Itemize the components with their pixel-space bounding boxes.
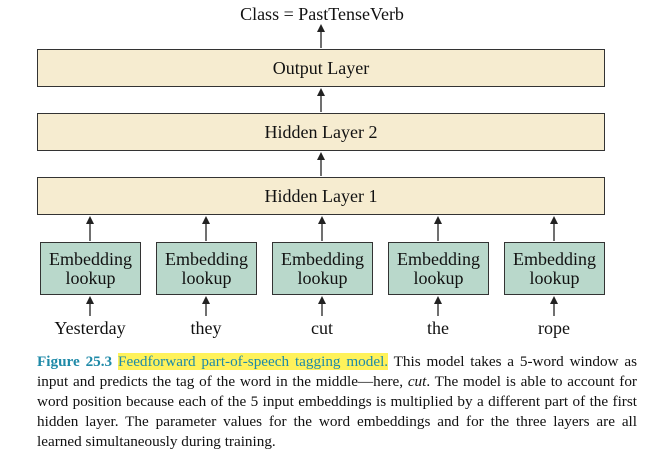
input-word-4: the xyxy=(427,318,449,338)
input-word-2: they xyxy=(190,318,222,338)
output-class-label: Class = PastTenseVerb xyxy=(240,4,404,24)
embedding-box-5: Embedding lookup xyxy=(504,242,605,295)
embedding-box-2: Embedding lookup xyxy=(156,242,257,295)
embedding-box-4: Embedding lookup xyxy=(388,242,489,295)
hidden-layer-1-label: Hidden Layer 1 xyxy=(264,185,378,206)
embedding-label-line2: lookup xyxy=(181,267,232,288)
input-word-3: cut xyxy=(311,318,333,338)
caption-text-1: This model takes a 5-word window as inpu… xyxy=(37,353,637,390)
embedding-label-line2: lookup xyxy=(413,267,464,288)
embedding-label-line2: lookup xyxy=(65,267,116,288)
embedding-label-line2: lookup xyxy=(297,267,348,288)
embedding-box-1: Embedding lookup xyxy=(40,242,141,295)
hidden-layer-2-label: Hidden Layer 2 xyxy=(264,121,378,142)
embedding-label-line1: Embedding xyxy=(281,248,364,269)
output-layer-box: Output Layer xyxy=(37,49,605,87)
output-layer-label: Output Layer xyxy=(272,57,370,78)
input-word-5: rope xyxy=(538,318,570,338)
figure-caption: Figure 25.3 Feedforward part-of-speech t… xyxy=(37,352,637,452)
embedding-label-line1: Embedding xyxy=(165,248,248,269)
input-word-1: Yesterday xyxy=(54,318,126,338)
embedding-label-line1: Embedding xyxy=(49,248,132,269)
embedding-box-3: Embedding lookup xyxy=(272,242,373,295)
embedding-label-line1: Embedding xyxy=(397,248,480,269)
figure-title: Feedforward part-of-speech tagging model… xyxy=(118,353,389,370)
embedding-label-line1: Embedding xyxy=(513,248,596,269)
embedding-label-line2: lookup xyxy=(529,267,580,288)
arrows-layer xyxy=(86,24,558,316)
hidden-layer-1-box: Hidden Layer 1 xyxy=(37,177,605,215)
caption-emphasis: cut xyxy=(407,373,427,390)
figure-label: Figure 25.3 xyxy=(37,353,113,370)
caption-text-2: . The model is able to account for word … xyxy=(37,373,637,450)
hidden-layer-2-box: Hidden Layer 2 xyxy=(37,113,605,151)
